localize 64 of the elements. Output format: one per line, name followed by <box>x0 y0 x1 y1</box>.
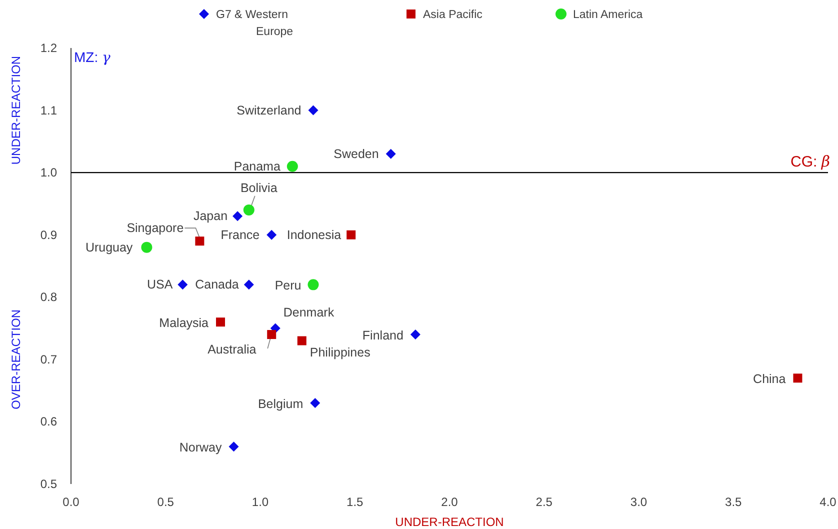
point <box>178 280 188 290</box>
annotation: Norway <box>179 440 222 455</box>
point <box>308 105 318 116</box>
annotation: USA <box>146 278 174 292</box>
point <box>232 211 243 222</box>
annotation: Belgium <box>258 397 304 412</box>
annotation: China <box>753 372 786 386</box>
point <box>386 148 396 159</box>
y-tick-label: 0.5 <box>40 477 58 491</box>
legend-label: Latin America <box>573 9 644 21</box>
x-tick-label: 4.0 <box>820 495 837 509</box>
point <box>266 230 277 240</box>
legend-label: Asia Pacific <box>423 9 483 21</box>
annotation: Panama <box>234 159 280 174</box>
point <box>244 280 254 290</box>
annotation: Canada <box>195 278 239 292</box>
annotation: Australia <box>208 342 256 357</box>
ref-line-label: CG: β <box>790 152 830 171</box>
annotation: France <box>220 228 260 242</box>
point <box>216 318 226 327</box>
point <box>195 236 204 246</box>
x-tick-label: 2.0 <box>441 495 458 509</box>
annotation: Malaysia <box>159 316 209 330</box>
point <box>410 330 420 340</box>
point <box>228 442 239 452</box>
point <box>286 160 298 172</box>
x-tick-label: 3.5 <box>725 495 742 509</box>
point <box>346 230 356 240</box>
y-tick-label: 1.1 <box>40 103 58 118</box>
y-tick-label: 0.6 <box>40 414 58 429</box>
y-tick-label: 0.8 <box>40 290 58 304</box>
text: UNDER-REACTION <box>9 56 23 165</box>
point <box>297 336 306 346</box>
y-tick-label: 1.2 <box>40 41 58 55</box>
annotation: Singapore <box>126 221 184 236</box>
point <box>141 242 152 253</box>
annotation: Sweden <box>334 146 379 161</box>
point <box>308 279 319 290</box>
y-tick-label: 1.0 <box>40 166 58 180</box>
point <box>267 330 276 340</box>
annotation: Philippines <box>310 346 370 360</box>
x-tick-label: 0.5 <box>157 495 174 509</box>
annotation: Bolivia <box>240 180 278 195</box>
annotation: Indonesia <box>286 228 342 242</box>
annotation: Switzerland <box>236 103 302 118</box>
y-tick-label: 0.7 <box>40 352 58 366</box>
point <box>243 204 254 216</box>
y-axis-title: MZ: γ <box>74 49 111 66</box>
x-axis-title: UNDER-REACTION <box>395 515 504 529</box>
x-tick-label: 1.0 <box>252 495 269 509</box>
point <box>793 374 802 383</box>
legend-label: G7 & Western Europe <box>216 9 294 38</box>
annotation: Uruguay <box>85 240 134 254</box>
x-tick-label: 2.5 <box>536 495 553 509</box>
y-tick-label: 0.9 <box>40 228 58 242</box>
x-tick-label: 3.0 <box>630 495 648 509</box>
point <box>310 398 320 408</box>
text: OVER-REACTION <box>9 309 23 410</box>
annotation: Japan <box>193 209 228 224</box>
annotation: Denmark <box>283 305 335 320</box>
annotation: Finland <box>362 328 404 343</box>
annotation: Peru <box>274 278 302 293</box>
x-tick-label: 1.5 <box>346 495 364 509</box>
x-tick-label: 0.0 <box>62 495 80 509</box>
